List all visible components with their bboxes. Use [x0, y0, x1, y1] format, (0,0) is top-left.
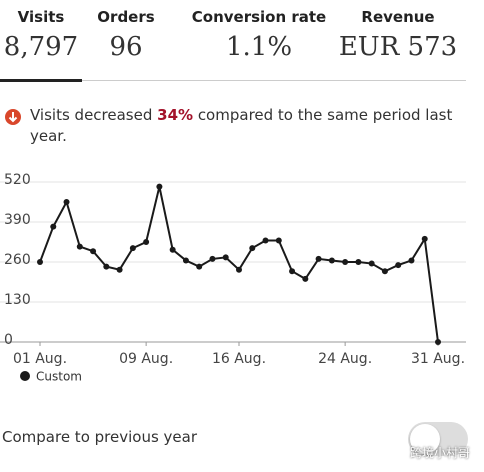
line: [39, 186, 439, 343]
point: [103, 263, 110, 270]
point: [381, 268, 388, 275]
x-tick-label: 24 Aug.: [318, 351, 372, 367]
legend-label: Custom: [36, 370, 82, 384]
point: [143, 239, 150, 245]
tab[interactable]: Conversion rate 1.1%: [176, 8, 342, 62]
selected-indicator: [0, 79, 82, 82]
point: [116, 266, 123, 273]
toggle-knob: [410, 424, 440, 454]
point: [249, 245, 256, 252]
divider: [0, 80, 466, 81]
point: [275, 237, 282, 244]
point: [37, 259, 43, 265]
point: [182, 257, 189, 264]
watermark: 跨境小村哥: [410, 446, 471, 460]
x-tick-label: 31 Aug.: [411, 351, 465, 367]
point: [328, 257, 335, 264]
point: [129, 245, 136, 252]
point: [50, 223, 57, 230]
y-tick-label: 390: [4, 212, 31, 228]
point: [315, 255, 322, 262]
tab-value: EUR 573: [338, 32, 458, 62]
point: [156, 183, 163, 190]
tab-label: Visits: [17, 8, 65, 26]
point: [421, 235, 428, 242]
point: [76, 243, 83, 250]
tab-label: Revenue: [361, 8, 435, 26]
point: [236, 266, 242, 273]
y-tick-label: 0: [4, 332, 13, 348]
toggle[interactable]: [408, 422, 468, 456]
notice: Visits decreased 34% compared to the sam…: [30, 105, 470, 147]
point: [302, 275, 309, 282]
tab-label: Conversion rate: [191, 8, 327, 26]
point: [408, 257, 415, 264]
point: [262, 237, 269, 244]
point: [222, 254, 229, 261]
tab[interactable]: Orders 96: [90, 8, 162, 62]
point: [342, 259, 349, 265]
point: [435, 339, 441, 345]
notice-highlight: 34%: [157, 106, 194, 124]
y-tick-label: 520: [4, 172, 31, 188]
tab-label: Orders: [97, 8, 155, 26]
point: [355, 259, 362, 265]
tab[interactable]: Visits 8,797: [0, 8, 82, 62]
notice-text: compared to the same period last year.: [30, 106, 453, 145]
point: [289, 268, 296, 275]
decrease-icon: [5, 109, 21, 125]
toggle-label: Compare to previous year: [2, 428, 197, 446]
x-tick-label: 16 Aug.: [212, 351, 266, 367]
x-tick-label: 09 Aug.: [119, 351, 173, 367]
point: [169, 246, 176, 253]
tab[interactable]: Revenue EUR 573: [336, 8, 460, 62]
y-tick-label: 130: [4, 292, 31, 308]
legend-marker: [20, 371, 30, 381]
point: [395, 262, 402, 269]
tab-value: 8,797: [3, 32, 79, 62]
notice-text: Visits decreased: [30, 106, 158, 124]
point: [368, 260, 375, 267]
point: [90, 248, 97, 255]
y-tick-label: 260: [4, 252, 31, 268]
point: [196, 263, 203, 270]
point: [63, 199, 70, 205]
tab-value: 96: [109, 32, 143, 62]
x-tick-label: 01 Aug.: [13, 351, 67, 367]
tab-value: 1.1%: [225, 32, 293, 62]
point: [209, 255, 216, 262]
